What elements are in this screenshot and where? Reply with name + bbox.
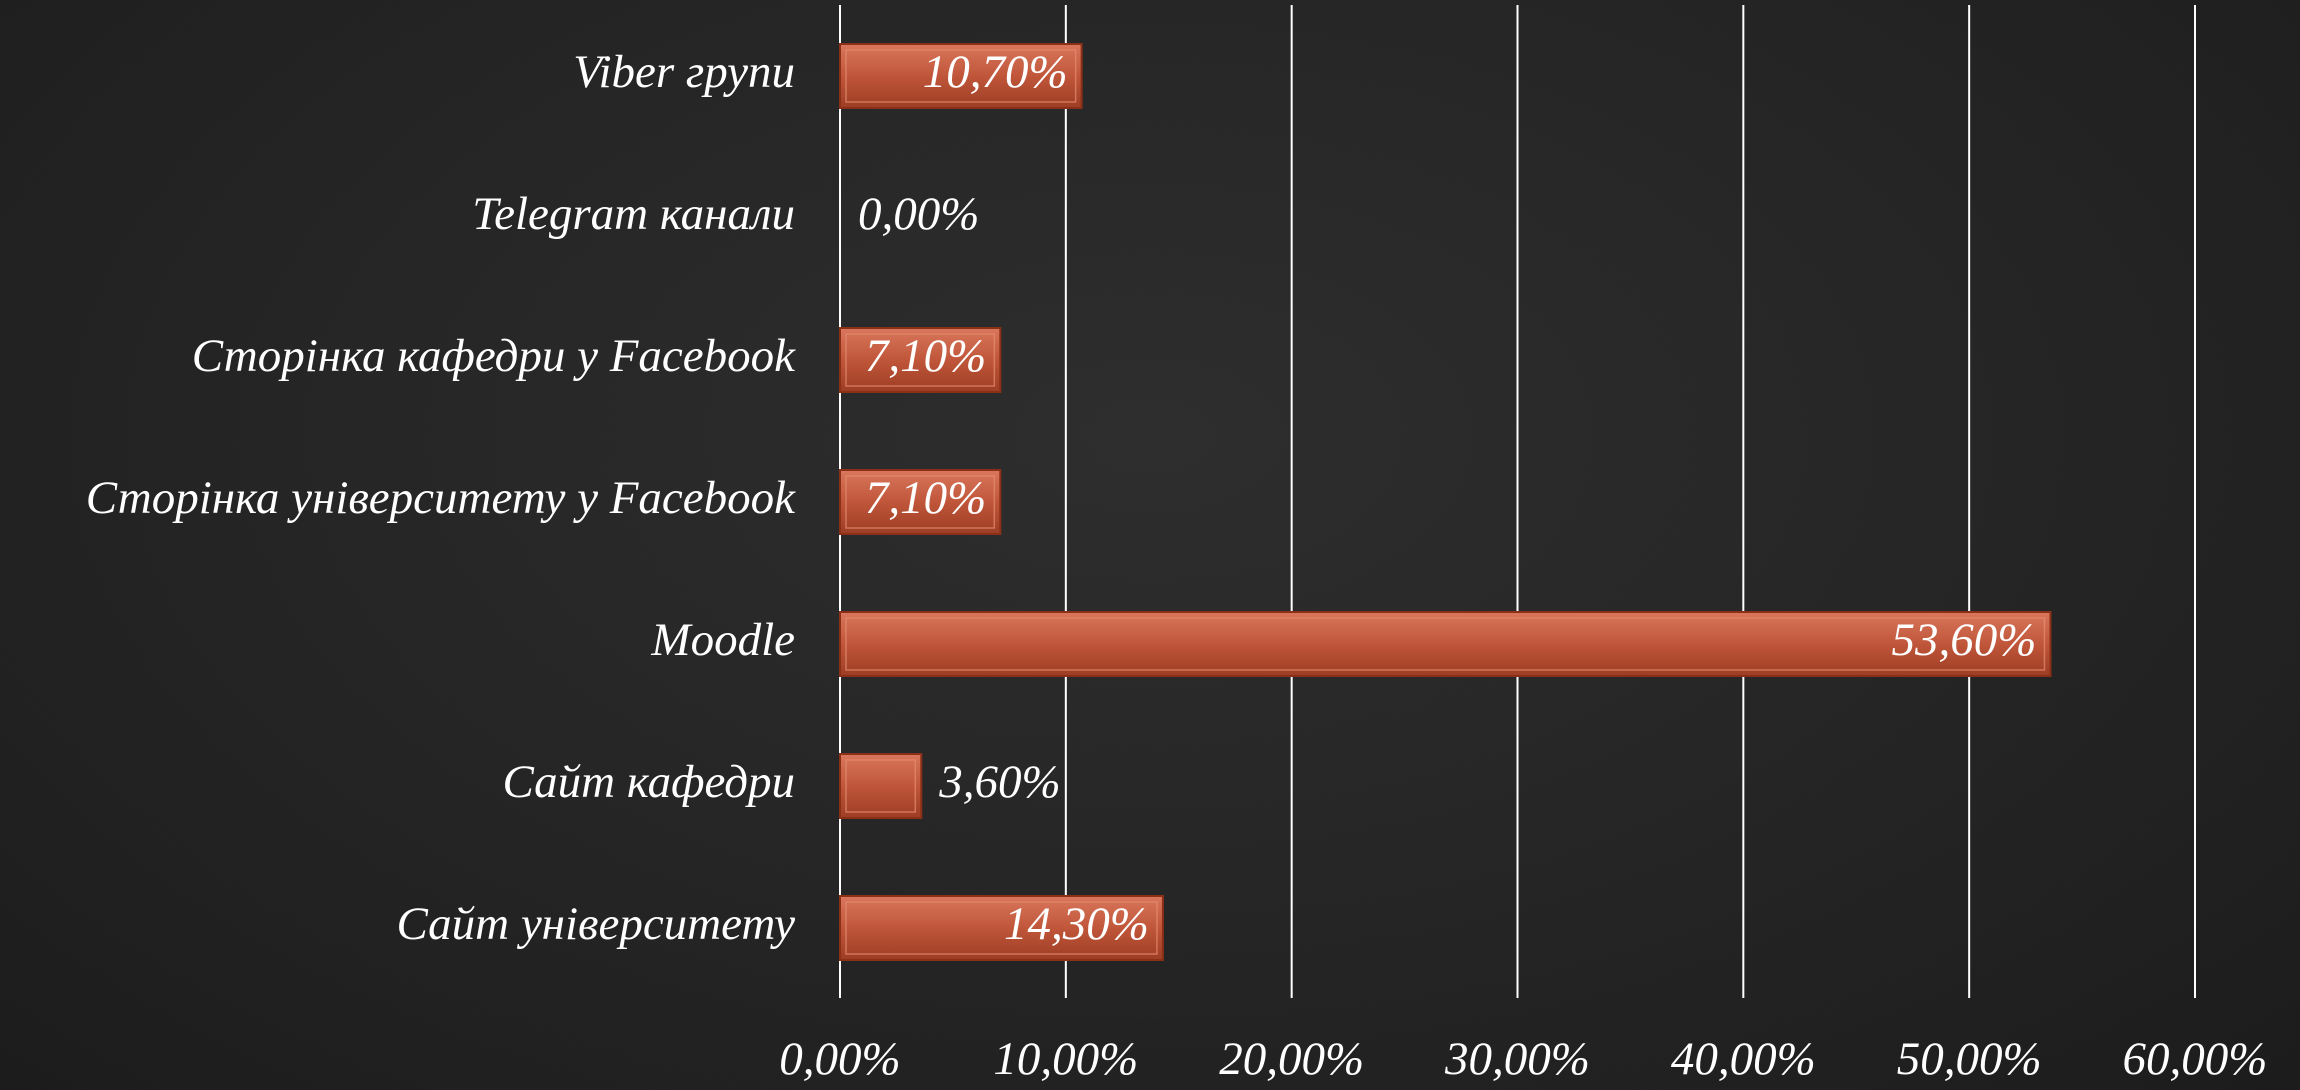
bar xyxy=(839,753,923,819)
bar xyxy=(839,895,1164,961)
bar-bevel xyxy=(845,333,996,387)
bar-bevel xyxy=(845,617,2046,671)
data-label: 7,10% xyxy=(865,330,986,382)
y-tick-label: Viber групи xyxy=(573,46,795,98)
y-tick-label: Сторінка кафедри у Facebook xyxy=(192,330,796,382)
y-tick-label: Сайт університету xyxy=(396,898,795,950)
x-tick-label: 20,00% xyxy=(1219,1033,1364,1085)
x-tick-label: 40,00% xyxy=(1671,1033,1816,1085)
bar-bevel xyxy=(845,759,917,813)
y-tick-label: Сайт кафедри xyxy=(502,756,795,808)
data-label: 53,60% xyxy=(1892,614,2037,666)
bar-bevel xyxy=(845,49,1077,103)
bar xyxy=(839,327,1002,393)
y-tick-label: Telegram канали xyxy=(472,188,795,240)
bar xyxy=(839,43,1083,109)
bar xyxy=(839,611,2052,677)
data-label: 14,30% xyxy=(1004,898,1149,950)
data-label: 10,70% xyxy=(923,46,1068,98)
x-tick-label: 0,00% xyxy=(779,1033,900,1085)
bar-bevel xyxy=(845,901,1158,955)
x-tick-label: 30,00% xyxy=(1444,1033,1590,1085)
y-tick-label: Moodle xyxy=(650,614,795,666)
bar xyxy=(839,469,1002,535)
data-label: 7,10% xyxy=(865,472,986,524)
x-tick-label: 60,00% xyxy=(2123,1033,2268,1085)
data-label: 0,00% xyxy=(858,188,979,240)
data-label: 3,60% xyxy=(938,756,1060,808)
x-tick-label: 50,00% xyxy=(1897,1033,2042,1085)
x-tick-label: 10,00% xyxy=(993,1033,1138,1085)
y-tick-label: Сторінка університету у Facebook xyxy=(86,472,796,524)
bar-bevel xyxy=(845,475,996,529)
